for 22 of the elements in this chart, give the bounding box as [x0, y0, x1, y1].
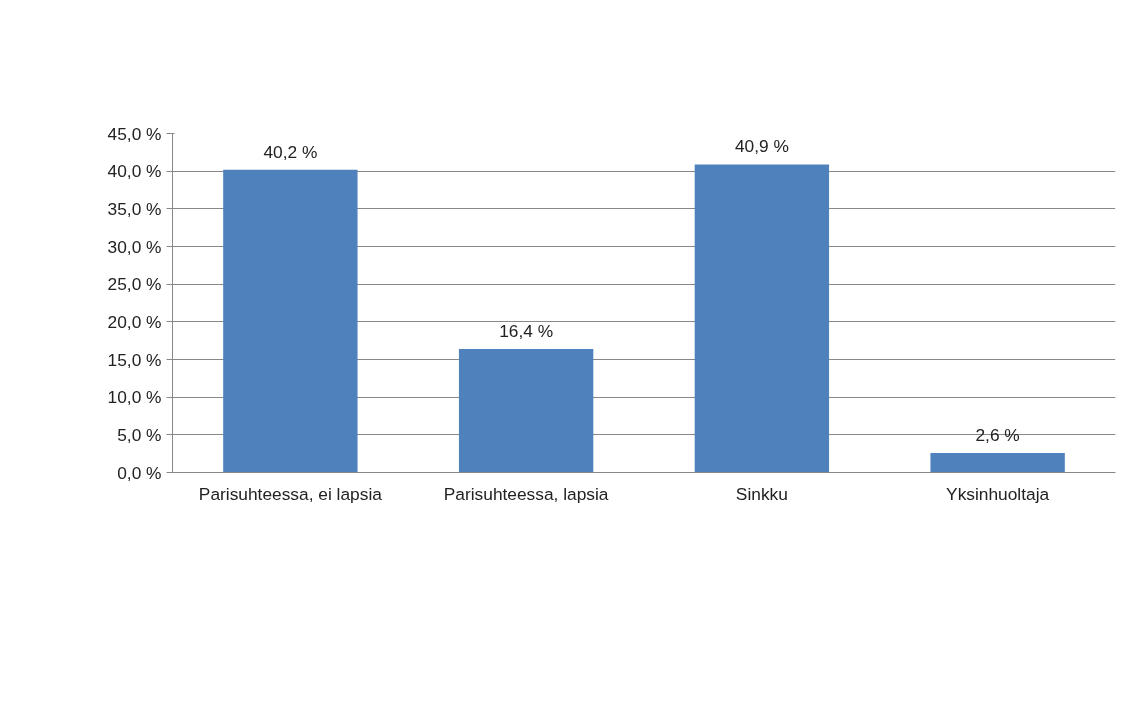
y-tick-label: 45,0 %	[107, 123, 162, 144]
bar	[694, 164, 830, 473]
x-tick-label: Sinkku	[735, 483, 788, 504]
y-tick-label: 25,0 %	[107, 274, 162, 295]
y-tick-label: 10,0 %	[107, 387, 162, 408]
y-tick-label: 30,0 %	[107, 236, 162, 257]
y-tick-label: 15,0 %	[107, 349, 162, 370]
data-label: 40,9 %	[734, 136, 789, 157]
y-tick-label: 0,0 %	[117, 462, 162, 483]
data-label: 40,2 %	[263, 141, 318, 162]
y-tick-label: 35,0 %	[107, 198, 162, 219]
x-tick-label: Yksinhuoltaja	[946, 483, 1050, 504]
bar	[930, 452, 1065, 473]
bar	[223, 169, 358, 473]
x-tick-label: Parisuhteessa, ei lapsia	[198, 483, 383, 504]
y-tick-label: 5,0 %	[117, 424, 162, 445]
data-label: 2,6 %	[975, 424, 1020, 445]
data-label: 16,4 %	[499, 320, 554, 341]
x-tick-label: Parisuhteessa, lapsia	[443, 483, 609, 504]
y-tick-label: 40,0 %	[107, 161, 162, 182]
y-tick-label: 20,0 %	[107, 311, 162, 332]
bar	[458, 348, 594, 473]
